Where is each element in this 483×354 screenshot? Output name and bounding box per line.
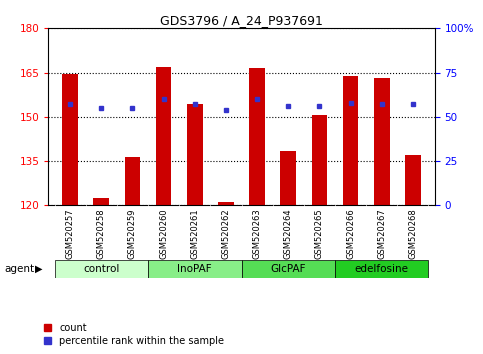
Text: InoPAF: InoPAF [177, 264, 212, 274]
Text: GSM520259: GSM520259 [128, 208, 137, 258]
Text: ▶: ▶ [35, 264, 43, 274]
Bar [343, 75, 358, 205]
Text: edelfosine: edelfosine [355, 264, 409, 274]
Bar [242, 260, 335, 278]
Legend: count, percentile rank within the sample: count, percentile rank within the sample [43, 323, 224, 346]
Text: GSM520264: GSM520264 [284, 208, 293, 259]
Text: GSM520258: GSM520258 [97, 208, 106, 259]
Bar [156, 67, 171, 205]
Text: control: control [83, 264, 119, 274]
Bar [312, 115, 327, 205]
Bar [187, 104, 202, 205]
Bar [94, 198, 109, 205]
Text: GSM520268: GSM520268 [409, 208, 417, 259]
Bar [55, 260, 148, 278]
Title: GDS3796 / A_24_P937691: GDS3796 / A_24_P937691 [160, 14, 323, 27]
Text: GSM520265: GSM520265 [315, 208, 324, 259]
Bar [218, 202, 234, 205]
Bar [374, 79, 389, 205]
Text: GSM520267: GSM520267 [377, 208, 386, 259]
Bar [125, 156, 140, 205]
Bar [335, 260, 428, 278]
Bar [249, 68, 265, 205]
Bar [281, 151, 296, 205]
Text: GSM520260: GSM520260 [159, 208, 168, 259]
Bar [405, 155, 421, 205]
Text: GSM520262: GSM520262 [221, 208, 230, 259]
Bar [62, 74, 78, 205]
Text: agent: agent [5, 264, 35, 274]
Text: GlcPAF: GlcPAF [270, 264, 306, 274]
Text: GSM520266: GSM520266 [346, 208, 355, 259]
Text: GSM520257: GSM520257 [66, 208, 74, 259]
Bar [148, 260, 242, 278]
Text: GSM520261: GSM520261 [190, 208, 199, 259]
Text: GSM520263: GSM520263 [253, 208, 262, 259]
